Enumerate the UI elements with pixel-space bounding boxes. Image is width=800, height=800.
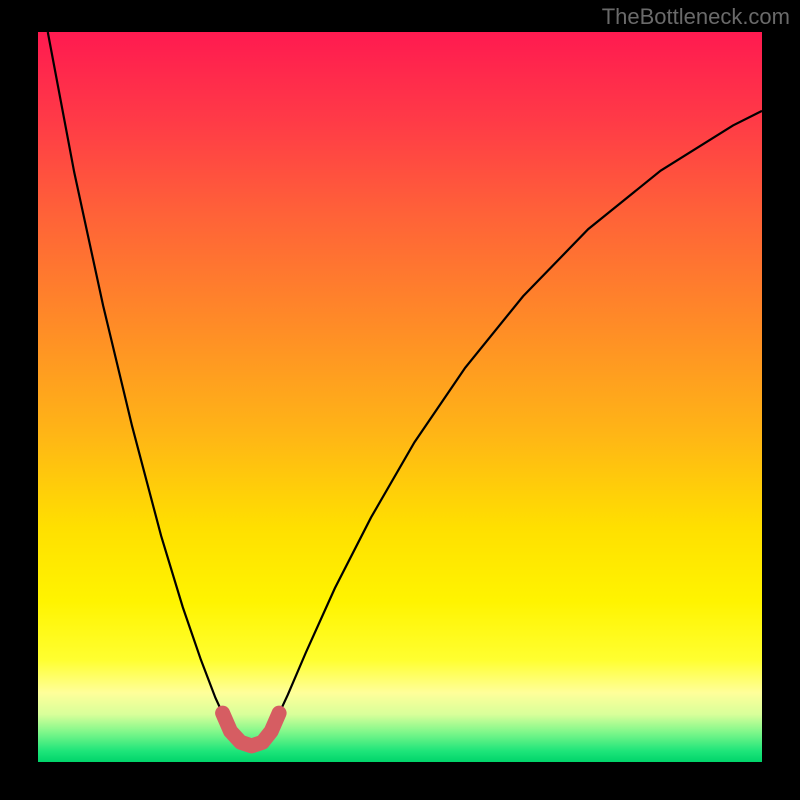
curve-overlay bbox=[38, 32, 762, 762]
trough-highlight bbox=[223, 713, 279, 746]
plot-area bbox=[38, 32, 762, 762]
watermark-text: TheBottleneck.com bbox=[602, 4, 790, 30]
right-curve bbox=[277, 111, 762, 718]
left-curve bbox=[48, 32, 225, 718]
